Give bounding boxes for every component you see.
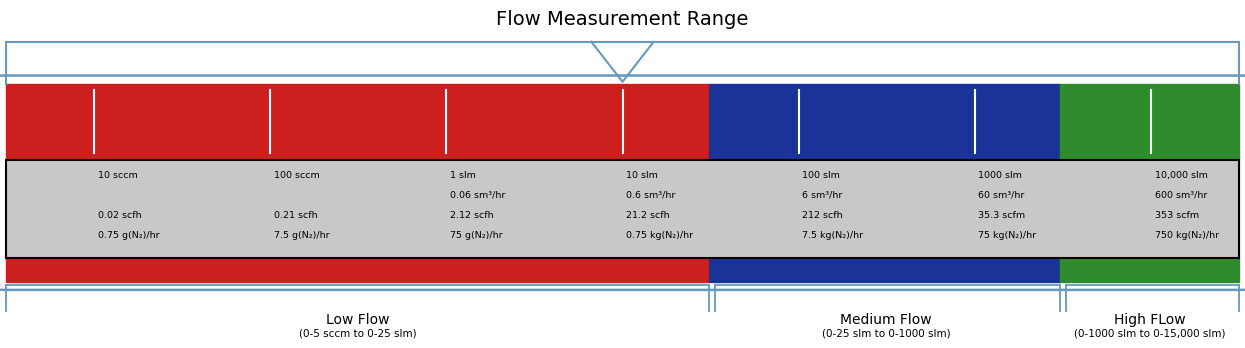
Text: 0.6 sm³/hr: 0.6 sm³/hr xyxy=(626,191,676,200)
Text: 100 slm: 100 slm xyxy=(802,171,840,180)
Text: 0.02 scfh: 0.02 scfh xyxy=(98,211,142,220)
Text: 100 sccm: 100 sccm xyxy=(274,171,320,180)
Bar xyxy=(6,258,708,282)
FancyBboxPatch shape xyxy=(0,76,1245,290)
Text: Low Flow: Low Flow xyxy=(326,313,390,327)
Text: Flow Measurement Range: Flow Measurement Range xyxy=(497,10,748,30)
Text: 21.2 scfh: 21.2 scfh xyxy=(626,211,670,220)
Bar xyxy=(6,84,708,160)
Text: 35.3 scfm: 35.3 scfm xyxy=(979,211,1026,220)
Text: 60 sm³/hr: 60 sm³/hr xyxy=(979,191,1025,200)
Text: 0.06 sm³/hr: 0.06 sm³/hr xyxy=(451,191,505,200)
Bar xyxy=(6,160,1239,258)
Bar xyxy=(1059,84,1239,160)
Text: 2.12 scfh: 2.12 scfh xyxy=(451,211,494,220)
Text: 0.75 g(N₂)/hr: 0.75 g(N₂)/hr xyxy=(98,231,159,240)
Bar xyxy=(708,258,1059,282)
Text: 212 scfh: 212 scfh xyxy=(802,211,843,220)
Text: (0-5 sccm to 0-25 slm): (0-5 sccm to 0-25 slm) xyxy=(299,329,416,339)
Text: 0.21 scfh: 0.21 scfh xyxy=(274,211,317,220)
Text: 7.5 kg(N₂)/hr: 7.5 kg(N₂)/hr xyxy=(802,231,864,240)
Text: 75 kg(N₂)/hr: 75 kg(N₂)/hr xyxy=(979,231,1037,240)
Text: (0-25 slm to 0-1000 slm): (0-25 slm to 0-1000 slm) xyxy=(822,329,951,339)
Text: 10 slm: 10 slm xyxy=(626,171,659,180)
Text: 10 sccm: 10 sccm xyxy=(98,171,138,180)
Bar xyxy=(708,84,1059,160)
Text: 1000 slm: 1000 slm xyxy=(979,171,1022,180)
Text: 0.75 kg(N₂)/hr: 0.75 kg(N₂)/hr xyxy=(626,231,693,240)
Bar xyxy=(1059,258,1239,282)
Text: 7.5 g(N₂)/hr: 7.5 g(N₂)/hr xyxy=(274,231,330,240)
Text: 600 sm³/hr: 600 sm³/hr xyxy=(1154,191,1206,200)
Text: 10,000 slm: 10,000 slm xyxy=(1154,171,1208,180)
Text: 75 g(N₂)/hr: 75 g(N₂)/hr xyxy=(451,231,503,240)
Bar xyxy=(6,160,1239,258)
Text: (0-1000 slm to 0-15,000 slm): (0-1000 slm to 0-15,000 slm) xyxy=(1074,329,1226,339)
Text: High FLow: High FLow xyxy=(1114,313,1185,327)
Text: 750 kg(N₂)/hr: 750 kg(N₂)/hr xyxy=(1154,231,1219,240)
Text: 353 scfm: 353 scfm xyxy=(1154,211,1199,220)
Text: 1 slm: 1 slm xyxy=(451,171,476,180)
Text: 6 sm³/hr: 6 sm³/hr xyxy=(802,191,843,200)
Text: Medium Flow: Medium Flow xyxy=(840,313,933,327)
